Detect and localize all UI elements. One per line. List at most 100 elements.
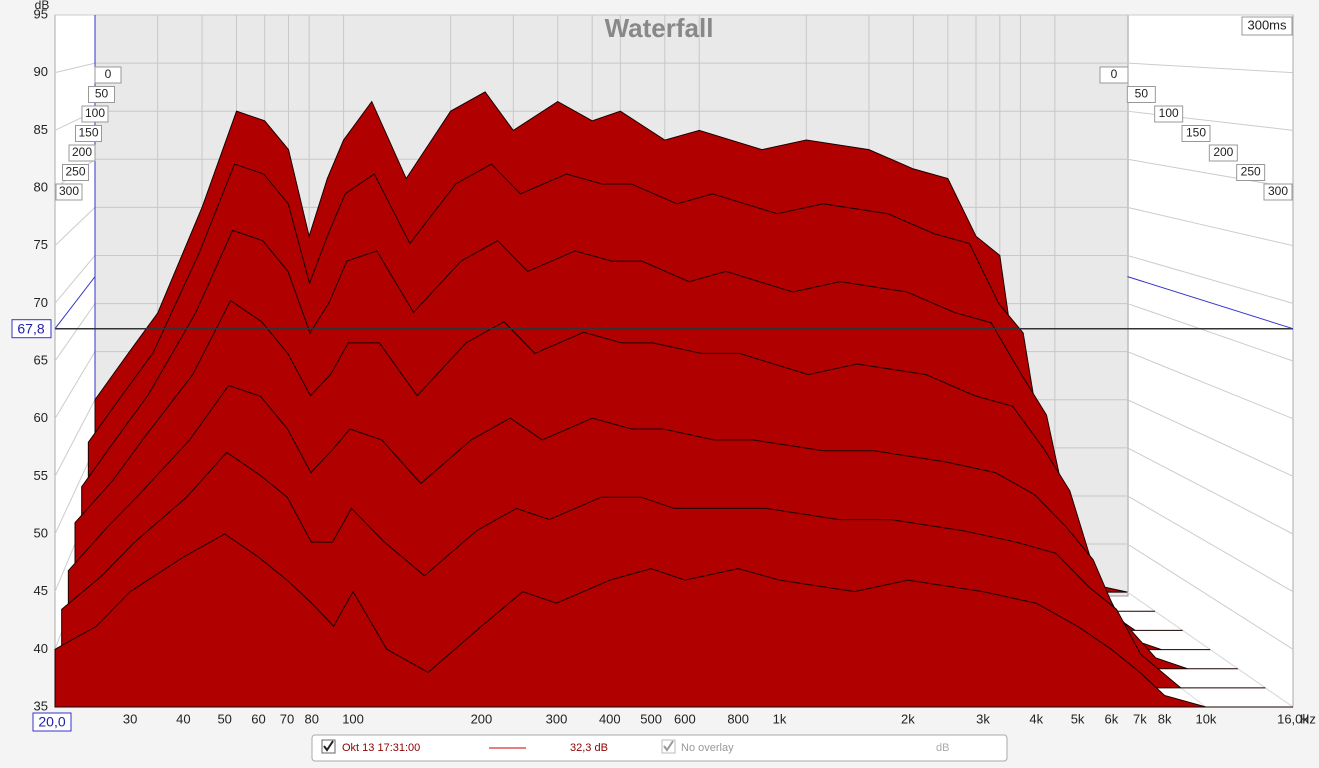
- depth-box: [1263, 183, 1293, 201]
- x-tick-label: 70: [280, 711, 294, 726]
- side-grid-line: [1127, 351, 1294, 420]
- y-tick-label: 35: [34, 698, 48, 713]
- overlay: 35 40 45 50 55 60 65 70 75 80 85 90 95 30 40 50 60 70 80 10…: [11, 6, 1309, 732]
- depth-box: [1154, 105, 1184, 123]
- side-grid-line: [54, 255, 96, 304]
- cursor-y-box: [11, 319, 52, 339]
- depth-box: [62, 164, 89, 181]
- y-tick-label: 50: [34, 525, 48, 540]
- depth-tick-label: 200: [1213, 145, 1233, 159]
- x-tick-label: 300: [546, 711, 568, 726]
- x-tick-label: 800: [727, 711, 749, 726]
- depth-box: [1126, 86, 1156, 103]
- y-tick-label: 40: [34, 641, 48, 656]
- legend-unit: dB: [936, 742, 949, 754]
- cursor-back-line: [54, 276, 96, 330]
- x-tick-label: 1k: [773, 711, 787, 726]
- check: [323, 740, 334, 752]
- depth-tick-label: 100: [1159, 106, 1179, 120]
- cursor-y-label: 67,8: [17, 320, 44, 336]
- x-tick-label: 50: [217, 711, 231, 726]
- x-tick-label: 10k: [1195, 711, 1216, 726]
- y-tick-label: 70: [34, 295, 48, 310]
- depth-tick-label: 250: [1241, 165, 1261, 179]
- legend-level: 32,3 dB: [570, 742, 608, 754]
- x-tick-label: 7k: [1133, 711, 1147, 726]
- time-box: [1241, 16, 1293, 36]
- x-tick-label: 16,0k: [1277, 711, 1309, 726]
- legend-measurement: Okt 13 17:31:00: [342, 742, 420, 754]
- y-tick-label: 60: [34, 410, 48, 425]
- side-grid-line: [54, 351, 96, 419]
- depth-tick-label: 150: [1186, 126, 1206, 140]
- x-tick-label: 600: [674, 711, 696, 726]
- y-tick-label: 90: [34, 64, 48, 79]
- depth-box: [94, 66, 122, 84]
- depth-box: [1099, 66, 1129, 84]
- x-tick-label: 4k: [1029, 711, 1043, 726]
- side-grid-line: [1127, 303, 1294, 362]
- x-tick-label: 200: [471, 711, 493, 726]
- y-tick-label: 55: [34, 468, 48, 483]
- x-tick-label: 40: [176, 711, 190, 726]
- waterfall-surface: [54, 91, 1293, 708]
- side-grid-line: [1127, 206, 1294, 247]
- depth-tick-label: 50: [95, 87, 109, 101]
- side-grid-line: [1127, 62, 1294, 74]
- depth-box: [81, 105, 109, 123]
- x-tick-label: 2k: [901, 711, 915, 726]
- depth-box: [88, 86, 115, 103]
- cursor-x-box: [32, 712, 72, 732]
- depth-tick-label: 0: [105, 67, 112, 81]
- side-grid-line: [54, 399, 96, 477]
- y-axis-label: dB: [35, 0, 50, 12]
- depth-box: [1181, 125, 1211, 142]
- depth-tick-label: 150: [78, 126, 98, 140]
- x-tick-label: 3k: [976, 711, 990, 726]
- side-grid-line: [1127, 399, 1294, 477]
- side-grid-line: [1127, 158, 1294, 189]
- depth-tick-label: 200: [72, 145, 92, 159]
- y-tick-label: 65: [34, 352, 48, 367]
- y-tick-label: 80: [34, 179, 48, 194]
- side-grid-line: [54, 207, 96, 247]
- x-unit: Hz: [1300, 711, 1316, 726]
- side-grid-line: [1127, 254, 1294, 304]
- depth-box: [55, 183, 83, 201]
- depth-box: [1208, 144, 1238, 162]
- side-grid-line: [54, 62, 96, 74]
- x-tick-label: 100: [342, 711, 364, 726]
- side-grid-line: [1127, 495, 1294, 593]
- cursor-x-label: 20,0: [38, 714, 65, 730]
- depth-box: [1236, 164, 1266, 181]
- x-tick-label: 30: [123, 711, 137, 726]
- depth-box: [75, 125, 102, 142]
- depth-tick-label: 250: [65, 165, 85, 179]
- side-grid-line: [54, 303, 96, 362]
- y-tick-label: 45: [34, 583, 48, 598]
- legend-bar: [311, 734, 1008, 762]
- depth-tick-label: 300: [1268, 184, 1288, 198]
- time-label: 300ms: [1247, 17, 1287, 32]
- x-tick-label: 400: [599, 711, 621, 726]
- slice: [54, 533, 1293, 708]
- depth-tick-label: 100: [85, 106, 105, 120]
- check: [663, 740, 674, 752]
- depth-tick-label: 50: [1135, 87, 1149, 101]
- depth-box: [68, 144, 96, 162]
- x-tick-label: 6k: [1104, 711, 1118, 726]
- y-tick-label: 85: [34, 122, 48, 137]
- y-tick-label: 95: [34, 6, 48, 21]
- legend-overlay: No overlay: [681, 742, 734, 754]
- depth-tick-label: 0: [1111, 67, 1118, 81]
- x-tick-label: 500: [640, 711, 662, 726]
- x-tick-label: 80: [305, 711, 319, 726]
- x-tick-label: 8k: [1158, 711, 1172, 726]
- cursor-back-line: [1127, 276, 1294, 330]
- chart-title: Waterfall: [605, 13, 714, 43]
- x-tick-label: 60: [251, 711, 265, 726]
- depth-tick-label: 300: [59, 184, 79, 198]
- side-grid-line: [1127, 447, 1294, 535]
